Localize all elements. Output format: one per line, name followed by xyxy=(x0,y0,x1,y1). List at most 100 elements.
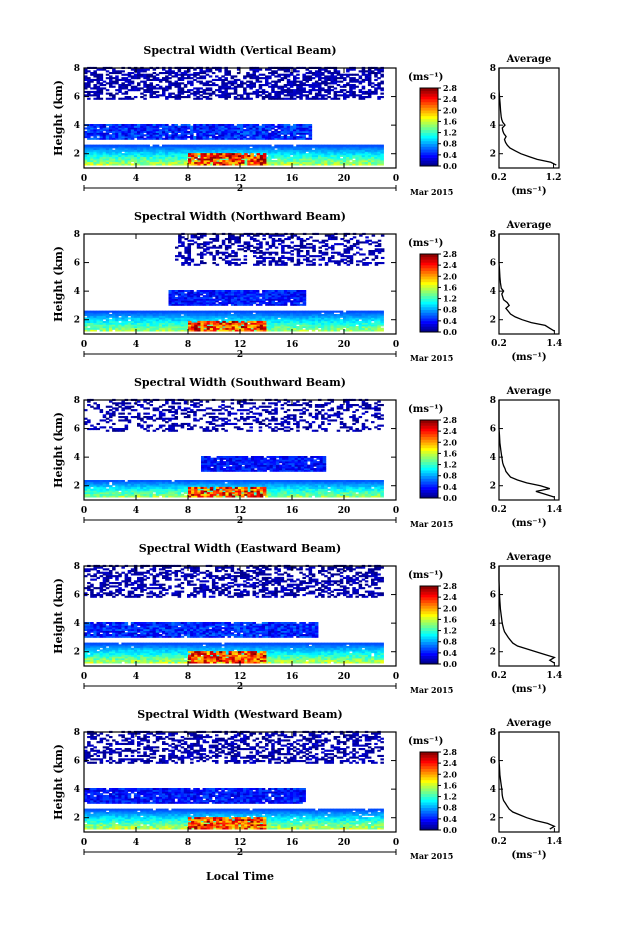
heatmap-cell xyxy=(314,96,319,99)
heatmap-cell xyxy=(165,85,169,88)
heatmap-cell xyxy=(256,156,261,159)
heatmap-cell xyxy=(255,146,260,149)
heatmap-cell xyxy=(246,75,250,78)
heatmap-cell xyxy=(274,310,278,313)
heatmap-cell xyxy=(233,310,238,313)
heatmap-cell xyxy=(133,320,138,324)
heatmap-cell xyxy=(311,89,316,92)
heatmap-cell xyxy=(168,298,173,301)
heatmap-cell xyxy=(230,295,235,298)
heatmap-cell xyxy=(87,132,91,135)
heatmap-cell xyxy=(228,260,232,263)
heatmap-cell xyxy=(293,78,297,82)
heatmap-cell xyxy=(236,146,241,149)
heatmap-cell xyxy=(102,160,107,163)
heatmap-cell xyxy=(308,158,313,161)
heatmap-cell xyxy=(200,158,205,161)
heatmap-cell xyxy=(99,129,104,132)
heatmap-cell xyxy=(90,161,94,164)
heatmap-cell xyxy=(293,127,297,130)
heatmap-cell xyxy=(324,158,328,161)
heatmap-cell xyxy=(174,84,179,87)
heatmap-cell xyxy=(284,263,288,266)
heatmap-cell xyxy=(374,148,378,151)
y-tick-label: 8 xyxy=(74,64,80,74)
heatmap-cell xyxy=(277,160,281,163)
heatmap-cell xyxy=(333,149,338,152)
heatmap-cell xyxy=(206,153,211,156)
heatmap-cell xyxy=(321,161,325,164)
heatmap-cell xyxy=(137,144,141,147)
heatmap-cell xyxy=(177,291,182,294)
heatmap-cell xyxy=(246,291,251,294)
heatmap-cell xyxy=(155,78,160,82)
heatmap-cell xyxy=(211,78,216,82)
heatmap-cell xyxy=(358,144,363,147)
heatmap-cell xyxy=(246,137,250,140)
heatmap-cell xyxy=(211,132,216,135)
heatmap-cell xyxy=(343,73,347,76)
heatmap-cell xyxy=(174,300,179,303)
heatmap-cell xyxy=(289,85,294,88)
heatmap-cell xyxy=(84,148,88,151)
heatmap-cell xyxy=(177,82,182,85)
heatmap-cell xyxy=(268,129,272,132)
colorbar-swatch xyxy=(420,115,438,119)
heatmap-cell xyxy=(374,84,378,87)
heatmap-cell xyxy=(296,296,300,300)
heatmap-cell xyxy=(330,160,335,163)
heatmap-cell xyxy=(96,92,101,95)
heatmap-cell xyxy=(190,290,194,293)
heatmap-cell xyxy=(143,77,147,80)
heatmap-cell xyxy=(202,134,207,137)
heatmap-cell xyxy=(380,89,384,92)
heatmap-cell xyxy=(311,146,316,149)
heatmap-cell xyxy=(311,153,316,156)
heatmap-cell xyxy=(218,137,222,140)
heatmap-cell xyxy=(283,161,288,164)
heatmap-cell xyxy=(193,92,197,95)
heatmap-cell xyxy=(234,262,238,265)
heatmap-cell xyxy=(174,153,179,156)
heatmap-cell xyxy=(367,146,372,149)
heatmap-cell xyxy=(268,68,272,71)
heatmap-cell xyxy=(194,153,198,156)
heatmap-cell xyxy=(118,130,122,134)
heatmap-cell xyxy=(84,85,88,88)
heatmap-cell xyxy=(224,302,229,305)
heatmap-cell xyxy=(158,134,163,137)
heatmap-cell xyxy=(230,82,235,85)
heatmap-cell xyxy=(371,163,375,166)
heatmap-cell xyxy=(361,97,366,100)
heatmap-cell xyxy=(253,255,257,258)
heatmap-cell xyxy=(371,70,375,73)
heatmap-cell xyxy=(258,73,263,76)
heatmap-cell xyxy=(193,127,197,130)
heatmap-cell xyxy=(199,125,203,128)
heatmap-cell xyxy=(246,127,250,130)
heatmap-cell xyxy=(324,161,328,164)
heatmap-cell xyxy=(115,72,119,75)
heatmap-cell xyxy=(177,300,182,303)
heatmap-cell xyxy=(340,238,344,241)
heatmap-cell xyxy=(343,250,348,253)
heatmap-cell xyxy=(230,303,235,306)
heatmap-cell xyxy=(174,125,179,128)
heatmap-cell xyxy=(84,90,88,94)
heatmap-cell xyxy=(187,244,192,248)
heatmap-cell xyxy=(115,320,119,324)
heatmap-cell xyxy=(311,77,316,80)
heatmap-cell xyxy=(208,124,213,127)
heatmap-cell xyxy=(261,89,266,92)
heatmap-cell xyxy=(308,154,313,158)
heatmap-cell xyxy=(236,84,241,87)
heatmap-cell xyxy=(93,129,97,132)
heatmap-cell xyxy=(177,158,182,161)
heatmap-cell xyxy=(280,73,285,76)
heatmap-cell xyxy=(130,158,135,161)
heatmap-cell xyxy=(371,144,375,147)
heatmap-cell xyxy=(127,75,132,78)
heatmap-cell xyxy=(193,310,197,313)
heatmap-cell xyxy=(318,78,322,82)
heatmap-cell xyxy=(180,129,185,132)
